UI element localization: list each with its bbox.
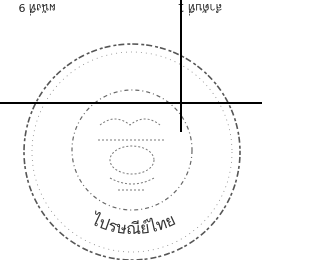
page: ผนังที่ 9 ลำดับที่ 1 ไปรษณีย์ไทย (() => …	[0, 0, 262, 260]
header-right: ลำดับที่ 1	[178, 1, 223, 16]
header-left: ผนังที่ 9	[18, 1, 55, 16]
scan: ผนังที่ 9 ลำดับที่ 1 ไปรษณีย์ไทย	[0, 0, 262, 260]
